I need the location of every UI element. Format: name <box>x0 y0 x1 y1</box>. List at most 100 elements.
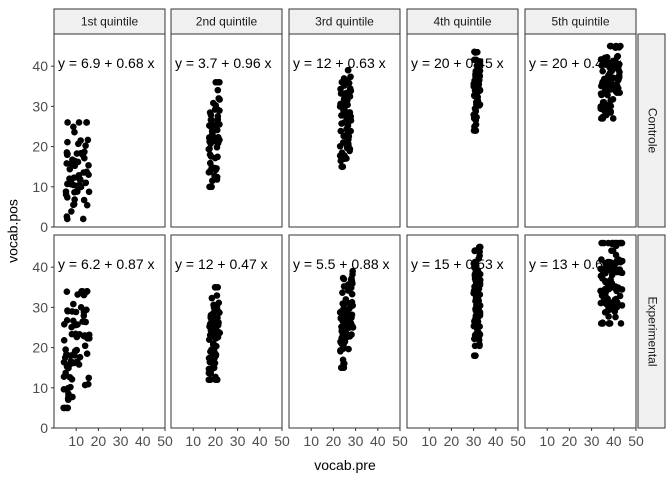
scatter-point <box>474 88 482 96</box>
scatter-point <box>608 239 616 247</box>
scatter-point <box>215 120 222 128</box>
panel-points <box>205 78 223 191</box>
scatter-point <box>470 260 478 267</box>
scatter-point <box>338 364 345 371</box>
scatter-point <box>606 258 614 266</box>
scatter-point <box>599 105 607 113</box>
scatter-point <box>475 336 483 344</box>
scatter-point <box>83 119 90 126</box>
x-axis-title: vocab.pre <box>314 457 376 473</box>
scatter-point <box>77 137 84 144</box>
scatter-point <box>206 138 213 145</box>
panel-border <box>288 33 401 228</box>
scatter-point <box>67 180 75 188</box>
panel-border <box>170 33 283 228</box>
scatter-point <box>214 328 222 335</box>
x-tick-label: 40 <box>370 433 386 449</box>
scatter-point <box>85 188 93 196</box>
scatter-point <box>63 149 71 156</box>
panel-border <box>170 234 283 429</box>
scatter-point <box>344 66 352 74</box>
scatter-point <box>475 307 482 315</box>
scatter-point <box>206 109 214 116</box>
panel-background <box>171 34 282 227</box>
scatter-point <box>64 396 72 404</box>
scatter-point <box>70 300 77 308</box>
scatter-point <box>82 179 89 187</box>
scatter-point <box>605 313 612 320</box>
scatter-point <box>73 346 80 354</box>
panel-border <box>406 234 519 429</box>
scatter-point <box>69 156 76 164</box>
scatter-point <box>346 147 353 155</box>
regression-equation: y = 20 + 0.45 x <box>411 55 504 71</box>
scatter-point <box>609 95 617 103</box>
scatter-point <box>211 172 218 180</box>
scatter-point <box>348 331 355 338</box>
regression-equation: y = 15 + 0.53 x <box>411 256 504 272</box>
scatter-point <box>348 290 356 298</box>
scatter-point <box>80 196 88 204</box>
scatter-point <box>615 63 622 70</box>
scatter-point <box>339 163 346 170</box>
scatter-point <box>617 320 625 327</box>
scatter-point <box>471 342 479 350</box>
scatter-point <box>76 353 84 361</box>
scatter-point <box>63 288 71 295</box>
scatter-point <box>208 317 215 325</box>
panel-points <box>205 283 224 384</box>
scatter-point <box>616 269 624 276</box>
scatter-point <box>603 284 611 292</box>
scatter-point <box>597 287 604 295</box>
scatter-point <box>599 113 606 121</box>
scatter-point <box>615 72 623 79</box>
row-strip-label: Controle <box>645 108 659 154</box>
scatter-point <box>473 96 481 103</box>
y-tick-label: 0 <box>40 420 48 436</box>
x-tick-label: 10 <box>421 433 437 449</box>
scatter-point <box>343 119 351 126</box>
column-strip-label: 1st quintile <box>81 15 139 29</box>
scatter-point <box>81 381 89 389</box>
panel-border <box>406 33 519 228</box>
scatter-point <box>60 336 68 344</box>
scatter-point <box>617 258 624 266</box>
scatter-point <box>213 342 220 350</box>
scatter-point <box>337 314 345 322</box>
column-strip <box>170 8 283 35</box>
x-tick-label: 40 <box>252 433 268 449</box>
scatter-point <box>79 318 86 325</box>
x-tick-label: 50 <box>628 433 644 449</box>
scatter-point <box>342 317 350 324</box>
y-tick-label: 0 <box>40 219 48 235</box>
scatter-point <box>474 295 482 302</box>
scatter-point <box>77 183 85 191</box>
panel-border <box>524 234 637 429</box>
scatter-point <box>598 91 605 99</box>
scatter-point <box>602 292 609 300</box>
panel-background <box>171 235 282 428</box>
scatter-point <box>598 62 605 69</box>
x-tick-label: 30 <box>230 433 246 449</box>
scatter-point <box>337 348 344 355</box>
y-tick-label: 20 <box>32 340 48 356</box>
scatter-point <box>615 239 623 247</box>
regression-equation: y = 5.5 + 0.88 x <box>293 256 390 272</box>
scatter-point <box>474 301 482 308</box>
scatter-point <box>606 69 614 77</box>
panel-points <box>336 267 357 371</box>
scatter-point <box>337 85 344 93</box>
x-tick-label: 30 <box>584 433 600 449</box>
scatter-point <box>472 267 480 275</box>
scatter-point <box>209 177 216 185</box>
scatter-point <box>60 321 68 328</box>
scatter-point <box>64 119 71 126</box>
scatter-point <box>70 201 77 209</box>
scatter-point <box>338 334 345 342</box>
scatter-point <box>64 404 72 412</box>
scatter-point <box>77 304 85 311</box>
scatter-point <box>475 102 483 109</box>
scatter-point <box>62 191 70 198</box>
x-tick-label: 30 <box>348 433 364 449</box>
